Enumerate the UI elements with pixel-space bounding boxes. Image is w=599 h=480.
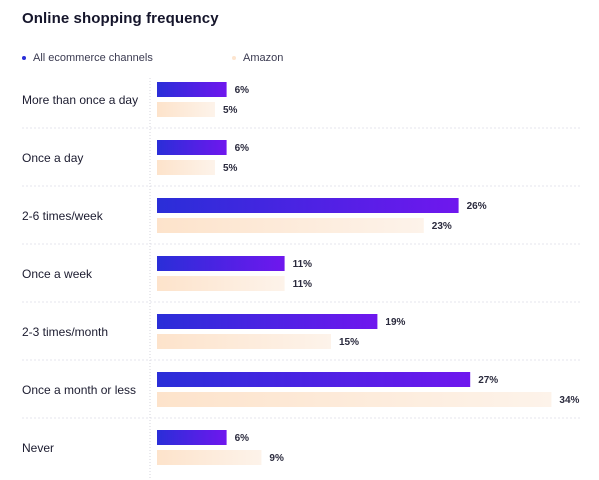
bar-all-channels [157,198,459,213]
data-label: 27% [478,375,498,386]
data-label: 11% [293,259,313,270]
data-label: 34% [559,395,579,406]
category-label: More than once a day [22,93,138,107]
bar-amazon [157,392,552,407]
category-label: Once a week [22,267,93,281]
legend-dot-icon [22,56,26,60]
data-label: 5% [223,163,238,174]
bar-amazon [157,276,285,291]
data-label: 6% [235,143,250,154]
category-label: Never [22,441,54,455]
bar-all-channels [157,82,227,97]
legend-label: Amazon [243,52,284,64]
category-label: Once a month or less [22,383,136,397]
legend-item-all-channels: All ecommerce channels [22,52,153,64]
bar-amazon [157,218,424,233]
chart-title: Online shopping frequency [22,10,219,27]
data-label: 5% [223,105,238,116]
data-label: 26% [467,201,487,212]
legend-dot-icon [232,56,236,60]
legend-label: All ecommerce channels [33,52,153,64]
data-label: 23% [432,221,452,232]
category-label: 2-6 times/week [22,209,104,223]
bar-amazon [157,450,262,465]
category-label: Once a day [22,151,83,165]
data-label: 6% [235,85,250,96]
bar-amazon [157,102,215,117]
bar-all-channels [157,256,285,271]
chart-legend: All ecommerce channels Amazon [22,52,283,64]
data-label: 6% [235,433,250,444]
data-label: 19% [385,317,405,328]
bar-amazon [157,160,215,175]
data-label: 15% [339,337,359,348]
bar-all-channels [157,430,227,445]
data-label: 11% [293,279,313,290]
legend-item-amazon: Amazon [232,52,283,64]
bar-all-channels [157,140,227,155]
bar-all-channels [157,372,471,387]
bar-amazon [157,334,331,349]
bar-all-channels [157,314,378,329]
data-label: 9% [269,453,284,464]
category-label: 2-3 times/month [22,325,108,339]
